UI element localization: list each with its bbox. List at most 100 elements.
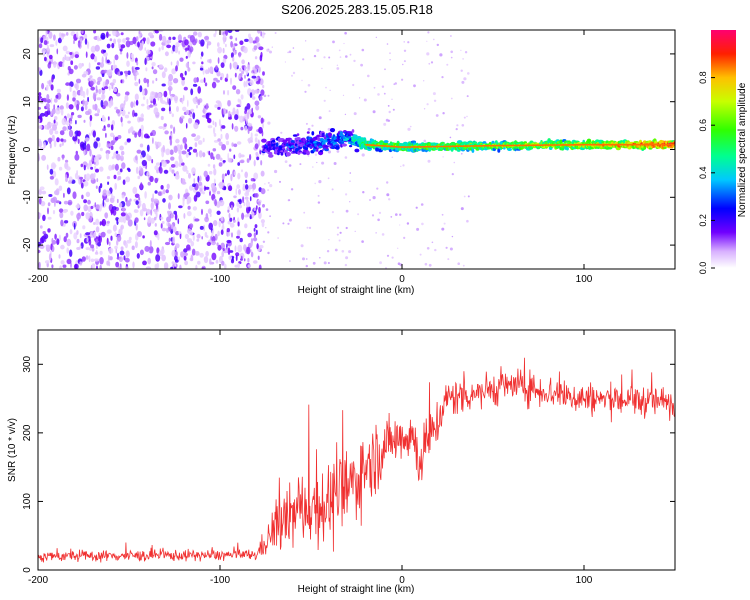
noise-speckle xyxy=(64,220,69,224)
noise-speckle xyxy=(38,92,42,97)
noise-speckle xyxy=(59,105,64,111)
echo-cell xyxy=(290,142,295,145)
noise-speckle xyxy=(145,67,148,72)
noise-speckle xyxy=(73,39,75,45)
noise-speckle xyxy=(191,248,196,256)
noise-speckle xyxy=(173,173,176,177)
faint-speckle xyxy=(263,32,266,35)
noise-speckle xyxy=(38,118,41,123)
noise-speckle xyxy=(202,191,205,195)
spectrogram-y-tick-label: 0 xyxy=(22,146,33,152)
noise-speckle xyxy=(237,162,241,166)
noise-speckle xyxy=(95,85,98,91)
faint-speckle xyxy=(318,180,322,184)
noise-speckle xyxy=(43,97,47,103)
noise-speckle xyxy=(121,122,124,127)
noise-speckle xyxy=(193,31,198,36)
noise-speckle xyxy=(121,162,126,170)
noise-speckle xyxy=(223,90,225,95)
faint-speckle xyxy=(343,42,345,45)
noise-speckle xyxy=(59,130,65,136)
noise-speckle xyxy=(212,120,215,126)
noise-speckle xyxy=(96,35,100,42)
noise-speckle xyxy=(152,193,154,201)
faint-speckle xyxy=(336,226,340,229)
noise-speckle xyxy=(60,219,64,227)
noise-speckle xyxy=(171,249,176,257)
noise-speckle xyxy=(82,99,85,107)
noise-speckle xyxy=(61,33,66,37)
faint-speckle xyxy=(302,58,305,61)
noise-speckle xyxy=(158,47,161,52)
noise-speckle xyxy=(62,264,67,268)
noise-speckle xyxy=(224,263,227,269)
noise-speckle xyxy=(253,237,258,242)
faint-speckle xyxy=(424,262,428,266)
noise-speckle xyxy=(209,258,212,265)
faint-speckle xyxy=(349,201,351,203)
noise-speckle xyxy=(170,95,173,101)
noise-speckle xyxy=(140,182,143,190)
noise-speckle xyxy=(192,234,195,241)
noise-speckle xyxy=(72,191,77,199)
faint-speckle xyxy=(287,199,290,202)
noise-speckle xyxy=(76,230,79,235)
noise-speckle xyxy=(172,236,176,244)
noise-speckle xyxy=(189,46,194,53)
noise-speckle xyxy=(117,135,122,139)
noise-speckle xyxy=(241,65,245,69)
faint-speckle xyxy=(348,250,352,254)
noise-speckle xyxy=(206,241,212,246)
noise-speckle xyxy=(62,210,67,214)
noise-speckle xyxy=(117,171,121,176)
noise-speckle xyxy=(60,244,65,250)
noise-speckle xyxy=(150,202,154,210)
noise-speckle xyxy=(225,132,230,140)
noise-speckle xyxy=(111,42,115,49)
spectrogram-y-tick-label: 20 xyxy=(22,48,33,60)
noise-speckle xyxy=(221,260,225,266)
noise-speckle xyxy=(121,150,125,156)
noise-speckle xyxy=(221,144,227,151)
noise-speckle xyxy=(99,147,103,152)
noise-speckle xyxy=(39,112,46,117)
faint-speckle xyxy=(390,216,393,218)
noise-speckle xyxy=(120,32,124,36)
noise-speckle xyxy=(217,57,220,64)
noise-speckle xyxy=(210,182,216,189)
noise-speckle xyxy=(191,167,196,175)
noise-speckle xyxy=(167,222,171,228)
noise-speckle xyxy=(260,219,265,224)
noise-speckle xyxy=(115,109,120,114)
faint-speckle xyxy=(353,59,356,63)
noise-speckle xyxy=(137,231,142,237)
noise-speckle xyxy=(55,40,58,46)
noise-speckle xyxy=(119,168,123,173)
echo-cell xyxy=(283,149,288,153)
noise-speckle xyxy=(185,152,189,158)
faint-speckle xyxy=(287,222,290,225)
noise-speckle xyxy=(222,222,225,229)
noise-speckle xyxy=(194,142,198,148)
noise-speckle xyxy=(224,173,227,177)
faint-speckle xyxy=(279,180,281,183)
echo-cell xyxy=(383,140,389,144)
faint-speckle xyxy=(305,258,308,260)
noise-speckle xyxy=(260,160,263,166)
noise-speckle xyxy=(255,151,259,156)
noise-speckle xyxy=(259,95,263,101)
noise-speckle xyxy=(79,245,82,249)
noise-speckle xyxy=(51,108,56,115)
noise-speckle xyxy=(220,133,223,140)
noise-speckle xyxy=(231,123,234,130)
noise-speckle xyxy=(227,247,231,255)
noise-speckle xyxy=(245,179,248,184)
noise-speckle xyxy=(57,37,62,44)
faint-speckle xyxy=(314,153,318,156)
noise-speckle xyxy=(68,56,71,61)
noise-speckle xyxy=(135,223,138,231)
noise-speckle xyxy=(99,264,102,269)
faint-speckle xyxy=(445,246,448,249)
noise-speckle xyxy=(186,244,191,251)
noise-speckle xyxy=(94,44,100,52)
